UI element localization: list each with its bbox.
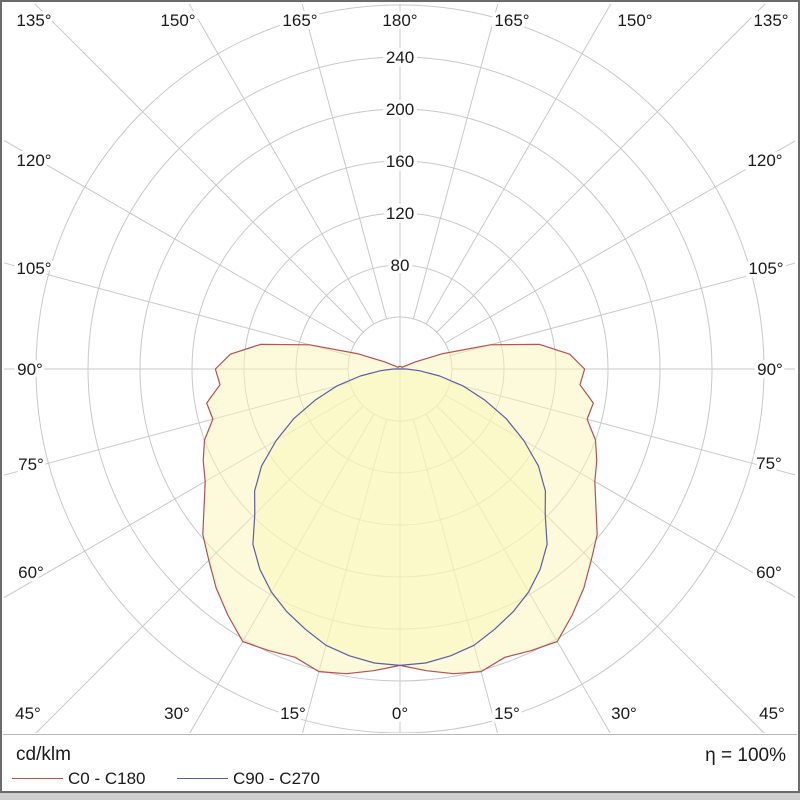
polar-chart: 80 120 160 200 240 135° 150° 165° 180° 165° 150° 13… (4, 4, 795, 733)
angle-label-right-4: 60° (756, 563, 782, 582)
angle-label-left-3: 75° (18, 455, 44, 474)
legend-label-c90-c270: C90 - C270 (233, 769, 320, 788)
ring-label-160: 160 (386, 152, 414, 171)
grid-radial-120-right (444, 140, 795, 344)
grid-radial-165-right (412, 4, 499, 319)
unit-label: cd/klm (16, 744, 71, 765)
angle-label-right-1: 105° (748, 259, 783, 278)
series-fill-1 (252, 368, 548, 666)
plot-grid-and-series (4, 4, 795, 733)
angle-label-left-1: 105° (16, 259, 51, 278)
ring-label-80: 80 (391, 256, 410, 275)
angle-label-bottom-3: 0° (392, 704, 408, 723)
angle-label-bottom-0: 45° (15, 704, 41, 723)
plot-legend-divider (3, 734, 797, 735)
angle-label-top-4: 165° (494, 11, 529, 30)
angle-label-bottom-1: 30° (164, 704, 190, 723)
angle-label-bottom-4: 15° (494, 704, 520, 723)
angle-label-right-2: 90° (757, 360, 783, 379)
angle-label-left-4: 60° (18, 563, 44, 582)
angle-label-bottom-5: 30° (611, 704, 637, 723)
grid-radial-135-left (34, 4, 364, 333)
angle-label-top-5: 150° (617, 11, 652, 30)
angle-label-top-1: 150° (160, 11, 195, 30)
angle-label-top-2: 165° (282, 11, 317, 30)
grid-radial-150-right (425, 4, 612, 325)
legend-line-c90-c270 (177, 778, 228, 779)
grid-radial-135-right (436, 4, 766, 333)
grid-radial-120-left (4, 139, 356, 344)
angle-label-right-3: 75° (756, 454, 782, 473)
series-curve-1 (252, 368, 548, 666)
angle-label-top-6: 135° (753, 11, 788, 30)
grid-radial-150-left (188, 4, 375, 325)
angle-label-bottom-2: 15° (280, 704, 306, 723)
angle-label-left-2: 90° (17, 360, 43, 379)
angle-label-top-0: 135° (16, 11, 51, 30)
angle-label-bottom-6: 45° (759, 704, 785, 723)
grid-radial-165-left (301, 4, 388, 319)
ring-label-120: 120 (386, 204, 414, 223)
ring-label-240: 240 (386, 48, 414, 67)
legend-line-c0-c180 (12, 778, 63, 779)
angle-label-left-0: 120° (16, 151, 51, 170)
angle-label-right-0: 120° (747, 151, 782, 170)
legend-label-c0-c180: C0 - C180 (68, 769, 146, 788)
grid-radial-105-right (450, 262, 795, 357)
angle-label-top-3: 180° (382, 11, 417, 30)
grid-radial-105-left (4, 262, 350, 357)
efficiency-label: η = 100% (705, 745, 786, 766)
ring-label-200: 200 (386, 100, 414, 119)
